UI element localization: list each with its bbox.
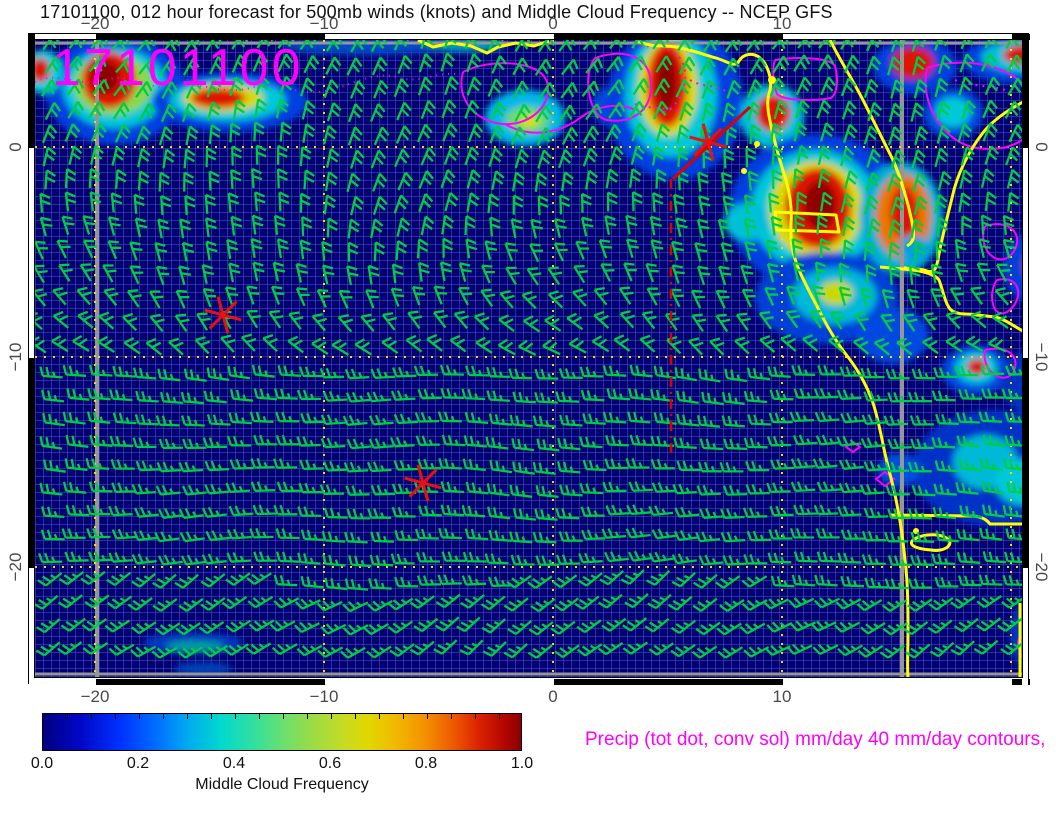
frame-segment bbox=[554, 679, 783, 685]
colorbar-tick bbox=[115, 714, 116, 719]
colorbar-tick-label: 0.2 bbox=[126, 755, 150, 772]
colorbar-tick-labels: 0.0 0.2 0.4 0.6 0.8 1.0 bbox=[0, 755, 600, 773]
map-frame: 17101100 bbox=[28, 33, 1030, 685]
frame-segment bbox=[783, 34, 1012, 40]
colorbar-tick bbox=[259, 714, 260, 719]
colorbar bbox=[42, 713, 522, 751]
frame-segment bbox=[554, 34, 783, 40]
colorbar-tick bbox=[379, 714, 380, 719]
asterisk-marker bbox=[408, 468, 438, 498]
frame-segment bbox=[783, 679, 1012, 685]
y-axis-label: −20 bbox=[6, 552, 25, 582]
cloud-blob bbox=[1003, 44, 1022, 66]
colorbar-tick bbox=[355, 714, 356, 719]
y-axis-label: 0 bbox=[1032, 142, 1051, 152]
coastline bbox=[417, 40, 550, 55]
colorbar-caption: Middle Cloud Frequency bbox=[195, 776, 369, 793]
y-axis-label: −20 bbox=[1032, 552, 1051, 582]
init-timestamp-overlay: 17101100 bbox=[52, 40, 304, 97]
colorbar-tick bbox=[187, 714, 188, 719]
frame-segment bbox=[29, 568, 35, 685]
frame-segment bbox=[1022, 358, 1028, 568]
colorbar-tick-label: 1.0 bbox=[510, 755, 534, 772]
cloud-blob bbox=[898, 235, 928, 261]
cloud-blob bbox=[35, 58, 50, 82]
colorbar-tick bbox=[283, 714, 284, 719]
y-axis-label: −10 bbox=[6, 342, 25, 372]
asterisk-marker bbox=[693, 127, 723, 157]
colorbar-tick bbox=[403, 714, 404, 719]
precip-contour bbox=[954, 79, 1011, 93]
colorbar-tick bbox=[235, 714, 236, 719]
frame-segment bbox=[1012, 679, 1030, 685]
island bbox=[741, 168, 747, 174]
frame-segment bbox=[325, 679, 554, 685]
island bbox=[768, 76, 776, 84]
frame-segment bbox=[1022, 148, 1028, 358]
cloud-blob bbox=[819, 281, 853, 305]
figure-title: 17101100, 012 hour forecast for 500mb wi… bbox=[40, 2, 833, 22]
frame-segment bbox=[29, 34, 96, 40]
frame-segment bbox=[29, 358, 35, 568]
precip-legend-note: Precip (tot dot, conv sol) mm/day 40 mm/… bbox=[585, 729, 1046, 750]
y-axis-label: 0 bbox=[6, 142, 25, 152]
cloud-blob bbox=[724, 203, 770, 241]
colorbar-tick bbox=[139, 714, 140, 719]
wind-barb-layer bbox=[35, 40, 1022, 659]
y-axis-label: −10 bbox=[1032, 342, 1051, 372]
colorbar-tick bbox=[211, 714, 212, 719]
colorbar-tick bbox=[427, 714, 428, 719]
x-axis-label: −10 bbox=[309, 14, 339, 33]
colorbar-tick bbox=[499, 714, 500, 719]
frame-segment bbox=[1012, 34, 1030, 40]
colorbar-tick bbox=[67, 714, 68, 719]
frame-segment bbox=[1022, 568, 1028, 685]
map-canvas: 17101100 bbox=[34, 39, 1023, 678]
x-axis-label: −10 bbox=[309, 687, 339, 706]
colorbar-tick-label: 0.8 bbox=[414, 755, 438, 772]
asterisk-marker bbox=[208, 300, 238, 330]
frame-segment bbox=[96, 679, 325, 685]
x-axis-label: 10 bbox=[772, 687, 792, 706]
x-axis-label: 10 bbox=[772, 14, 792, 33]
frame-segment bbox=[96, 34, 325, 40]
colorbar-tick-label: 0.4 bbox=[222, 755, 246, 772]
frame-segment bbox=[1022, 34, 1028, 148]
colorbar-tick-label: 0.6 bbox=[318, 755, 342, 772]
colorbar-tick bbox=[331, 714, 332, 719]
frame-segment bbox=[29, 148, 35, 358]
frame-segment bbox=[325, 34, 554, 40]
colorbar-tick-label: 0.0 bbox=[30, 755, 54, 772]
colorbar-tick bbox=[163, 714, 164, 719]
frame-segment bbox=[29, 34, 35, 148]
coastline bbox=[879, 265, 1022, 333]
colorbar-tick bbox=[307, 714, 308, 719]
precip-contour bbox=[634, 79, 728, 113]
colorbar-tick bbox=[91, 714, 92, 719]
colorbar-tick bbox=[451, 714, 452, 719]
wind-barbs bbox=[35, 40, 1022, 659]
cloud-blob bbox=[804, 181, 836, 229]
colorbar-tick bbox=[475, 714, 476, 719]
x-axis-label: 0 bbox=[548, 14, 558, 33]
map-overlay-svg bbox=[35, 40, 1022, 677]
x-axis-label: −20 bbox=[80, 687, 110, 706]
x-axis-label: −20 bbox=[80, 14, 110, 33]
island bbox=[754, 141, 760, 147]
cloud-blob bbox=[519, 115, 539, 127]
x-axis-label: 0 bbox=[548, 687, 558, 706]
cloud-blob bbox=[857, 308, 929, 364]
marker-layer bbox=[204, 105, 752, 502]
precip-contour bbox=[991, 278, 1020, 315]
coastline bbox=[910, 533, 952, 552]
coastline bbox=[903, 100, 1022, 274]
frame-segment bbox=[29, 679, 96, 685]
